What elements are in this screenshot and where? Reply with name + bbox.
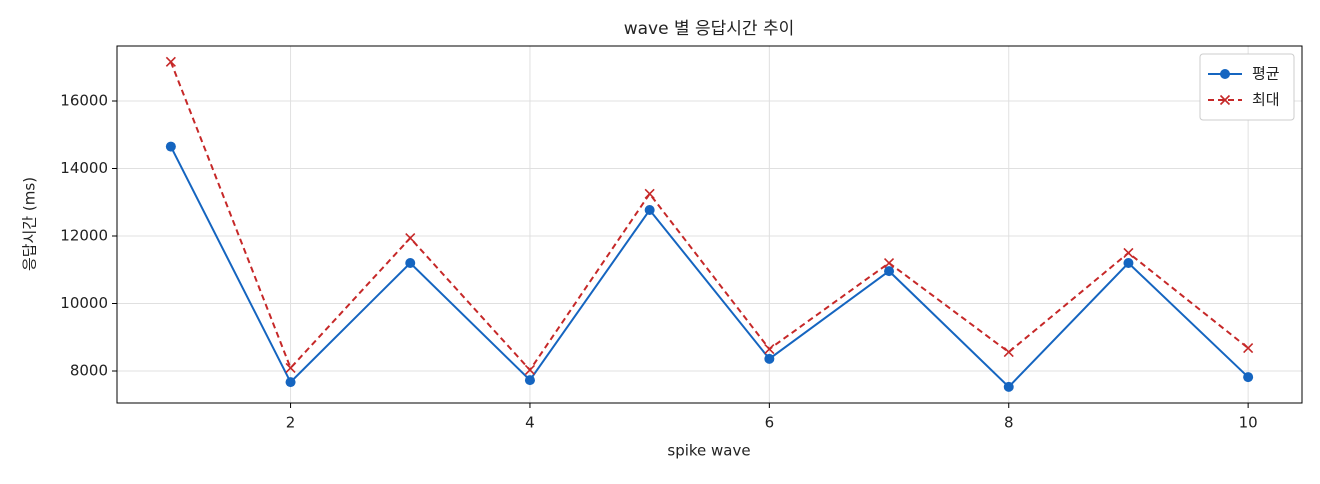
y-tick-label: 10000 bbox=[60, 294, 108, 312]
point bbox=[764, 344, 775, 355]
point bbox=[165, 141, 176, 152]
y-axis-label: 응답시간 (ms) bbox=[21, 177, 39, 271]
point bbox=[883, 257, 895, 269]
x-tick-label: 10 bbox=[1239, 414, 1258, 432]
legend-marker bbox=[1219, 94, 1231, 106]
point bbox=[165, 56, 176, 67]
legend-label: 최대 bbox=[1252, 91, 1280, 109]
point bbox=[405, 232, 416, 244]
point bbox=[1123, 258, 1134, 269]
y-tick-label: 14000 bbox=[60, 159, 108, 177]
series-line bbox=[169, 61, 1249, 372]
point bbox=[884, 266, 895, 277]
point bbox=[764, 353, 775, 364]
point bbox=[644, 188, 655, 199]
point bbox=[285, 362, 296, 374]
x-axis-label: spike wave bbox=[667, 442, 750, 460]
point bbox=[1003, 381, 1014, 392]
x-tick-label: 6 bbox=[765, 414, 775, 432]
x-tick-label: 4 bbox=[525, 414, 535, 432]
legend-box bbox=[1199, 53, 1295, 121]
series-line bbox=[169, 146, 1249, 389]
point bbox=[1243, 342, 1254, 354]
y-tick-label: 12000 bbox=[60, 227, 108, 245]
legend-marker bbox=[1220, 69, 1230, 79]
x-tick-label: 8 bbox=[1004, 414, 1014, 432]
y-tick-label: 8000 bbox=[70, 362, 108, 380]
x-tick-label: 2 bbox=[286, 414, 296, 432]
point bbox=[644, 205, 655, 216]
point bbox=[405, 258, 416, 269]
legend-label: 평균 bbox=[1252, 65, 1280, 83]
point bbox=[285, 377, 296, 388]
point bbox=[524, 375, 535, 386]
point bbox=[1003, 347, 1014, 358]
plot-frame bbox=[116, 45, 1303, 404]
chart-title: wave 별 응답시간 추이 bbox=[624, 19, 795, 39]
point bbox=[1123, 247, 1134, 258]
y-tick-label: 16000 bbox=[60, 92, 108, 110]
point bbox=[524, 364, 536, 376]
point bbox=[1243, 372, 1254, 383]
